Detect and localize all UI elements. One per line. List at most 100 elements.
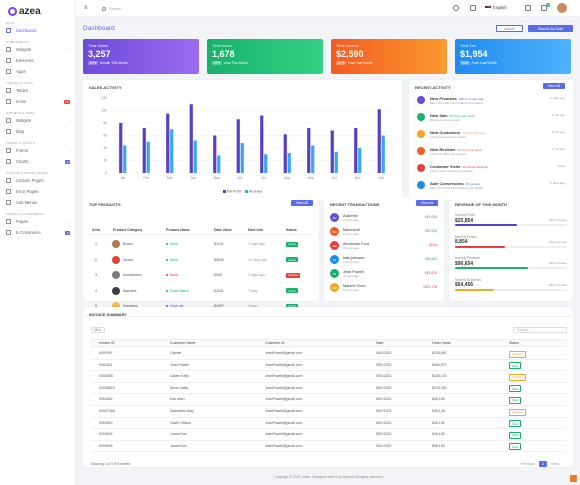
table-icon [6, 88, 11, 93]
invoice-id: 0004552 [99, 397, 113, 402]
sidebar-item-sub-menus[interactable]: Sub Menus › [6, 199, 70, 206]
revenue-card: Revenue of this Month Monthly Profit $25,… [449, 197, 573, 301]
invoice-date: 08/1/2021 [376, 385, 392, 390]
activity-title-text: Customer Visits [430, 164, 461, 169]
cart-icon[interactable] [525, 5, 531, 11]
pagination-page-1[interactable]: 1 [539, 461, 547, 467]
import-label: Import [504, 26, 515, 31]
customer-name: Jonas Earl [170, 432, 187, 437]
sidebar-item-forms[interactable]: Forms › [6, 147, 70, 154]
scroll-to-top-button[interactable] [570, 475, 577, 482]
column-header[interactable]: Invoice ID [99, 341, 115, 345]
sidebar-item-label: Error Pages [16, 189, 39, 194]
page-size-select[interactable]: 10 ▾ [91, 327, 105, 333]
notification-bell-icon[interactable] [541, 5, 547, 11]
search-by-date-button[interactable]: Search By Date [528, 25, 573, 32]
fullscreen-icon[interactable] [470, 5, 476, 11]
pagination-next[interactable]: Next [549, 461, 561, 467]
table-row [91, 372, 567, 383]
kpi-change-value: 12% [336, 61, 346, 65]
x-tick-label: Jun [238, 176, 243, 180]
sidebar-item-dashboard[interactable]: Dashboard [6, 27, 70, 34]
transaction-time: 1 hours ago [343, 232, 359, 236]
map-icon [6, 129, 11, 134]
activity-icon [417, 147, 425, 155]
transaction-name: Alexander Ford [343, 241, 369, 246]
product-category: Watches [123, 288, 137, 293]
sidebar-item-elements[interactable]: Elements › [6, 57, 70, 64]
activity-icon [417, 96, 425, 104]
app-logo[interactable]: azea [8, 5, 41, 17]
sidebar-item-e-commerce[interactable]: E-Commerce 8 [6, 229, 70, 236]
product-name-text: Small Watch [169, 288, 190, 293]
kpi-value: 1,678 [212, 49, 235, 59]
sidebar-section-label: Widgets & Maps [6, 111, 35, 115]
product-name-text: Chair set [169, 304, 184, 308]
revenue-change: 30% increase [548, 261, 567, 265]
invoice-id: 0004515 [99, 420, 113, 425]
activity-title-text: New Sale [430, 113, 448, 118]
invoice-date: 08/1/2021 [376, 362, 392, 367]
sidebar-item-pages[interactable]: Pages › [6, 218, 70, 225]
sidebar-item-error-pages[interactable]: Error Pages › [6, 188, 70, 195]
transaction-time: 2 hours ago [343, 218, 359, 222]
activity-title-text: New Customers [430, 130, 461, 135]
kpi-change: 10% From Last Month [460, 61, 566, 65]
column-header[interactable]: Customer ID [265, 341, 285, 345]
form-icon [6, 148, 11, 153]
column-header[interactable]: Order Value [432, 341, 451, 345]
header-divider [89, 234, 313, 235]
kpi-label: Total Income [336, 43, 359, 48]
sidebar-item-custom-pages[interactable]: Custom Pages › [6, 177, 70, 184]
bar-revenue [170, 129, 174, 173]
order-value: $45,128 [432, 409, 445, 413]
activity-time: 2 min ago [551, 113, 565, 117]
kpi-change-note: From Last Month [471, 61, 497, 65]
transaction-name: Adsense [343, 213, 358, 218]
column-header: Date Info [248, 228, 263, 232]
sidebar-item-widgets[interactable]: Widgets › [6, 46, 70, 53]
column-header: Status [286, 228, 297, 232]
status-badge: Paid [509, 443, 522, 451]
activity-desc: More than 300 new products are added [430, 101, 483, 105]
sidebar-item-apps[interactable]: Apps › [6, 68, 70, 75]
sidebar-item-icons[interactable]: Icons 75 [6, 98, 70, 105]
invoice-search-input[interactable]: Search [513, 327, 567, 333]
search-input[interactable]: Search [102, 4, 192, 13]
customer-name: Jonas Earl [170, 443, 187, 448]
theme-toggle-icon[interactable] [453, 5, 459, 11]
import-button[interactable]: Import [496, 25, 523, 32]
activity-desc: 50 new items are sold [430, 118, 460, 122]
row-number: 3 [95, 273, 97, 277]
activity-title: Customer Visits 0% target achieved [430, 164, 488, 169]
activity-title-text: Sale Conversions [430, 181, 464, 186]
pagination-previous[interactable]: Previous [519, 461, 536, 467]
recent-transactions-view-all-button[interactable]: View All [416, 200, 438, 206]
order-value: $460,870 [432, 362, 447, 367]
column-header[interactable]: Status [509, 341, 519, 345]
sales-activity-chart: 0 20 40 60 80 100 120 Jan Feb Mar Apr May Jun Jul Aug S… [101, 96, 393, 194]
kpi-card: Total Sales 3,257 76% Growth This Month [83, 39, 199, 74]
top-products-view-all-button[interactable]: View All [291, 200, 313, 206]
menu-toggle-icon[interactable]: ≡ [84, 5, 88, 11]
sidebar-item-widgets[interactable]: Widgets › [6, 117, 70, 124]
view-all-label: View All [547, 84, 561, 88]
sidebar-item-map[interactable]: Map › [6, 128, 70, 135]
revenue-change: 40% increase [548, 282, 567, 287]
sidebar-item-charts[interactable]: Charts 5 [6, 158, 70, 165]
user-avatar[interactable] [557, 3, 567, 13]
order-value: $56,160 [432, 397, 445, 402]
column-header[interactable]: Date [376, 341, 384, 345]
status-dot-icon [166, 258, 168, 261]
kpi-change-note: Less This Month [223, 61, 248, 65]
sidebar-item-tables[interactable]: Tables › [6, 87, 70, 94]
product-value: $1104 [214, 242, 224, 246]
sidebar-item-label: Pages [16, 219, 28, 224]
recent-activity-view-all-button[interactable]: View All [543, 83, 565, 89]
column-header[interactable]: Customer Name [170, 341, 196, 345]
product-name: Stock [166, 242, 178, 246]
search-icon [102, 6, 106, 11]
kpi-change-value: 10% [212, 61, 222, 65]
y-tick-label: 120 [101, 96, 107, 100]
language-selector[interactable]: English [485, 5, 507, 10]
